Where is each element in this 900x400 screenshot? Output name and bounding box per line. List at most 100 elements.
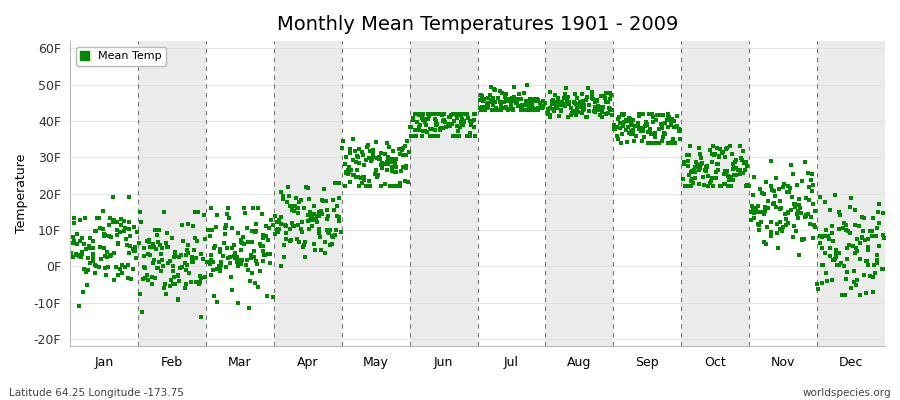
Point — [847, 268, 861, 274]
Point — [693, 151, 707, 158]
Point — [557, 94, 572, 101]
Point — [603, 95, 617, 102]
Point — [473, 107, 488, 113]
Point — [509, 100, 524, 106]
Point — [151, 259, 166, 265]
Point — [210, 298, 224, 305]
Point — [658, 119, 672, 126]
Point — [415, 132, 429, 139]
Point — [158, 280, 172, 287]
Point — [297, 205, 311, 211]
Point — [758, 208, 772, 214]
Point — [241, 239, 256, 245]
Point — [506, 107, 520, 113]
Point — [421, 110, 436, 117]
Point — [720, 145, 734, 151]
Point — [832, 250, 846, 256]
Point — [400, 137, 414, 144]
Point — [86, 254, 101, 260]
Point — [632, 112, 646, 119]
Point — [87, 270, 102, 276]
Point — [734, 169, 749, 176]
Point — [758, 204, 772, 211]
Point — [123, 243, 138, 249]
Point — [388, 160, 402, 166]
Point — [481, 104, 495, 110]
Point — [520, 82, 535, 88]
Point — [759, 179, 773, 185]
Point — [693, 162, 707, 168]
Point — [147, 256, 161, 263]
Point — [373, 156, 387, 162]
Point — [149, 246, 164, 252]
Point — [67, 215, 81, 222]
Point — [530, 97, 544, 103]
Point — [603, 90, 617, 96]
Point — [805, 187, 819, 194]
Point — [193, 273, 207, 279]
Point — [186, 247, 201, 253]
Point — [117, 228, 131, 235]
Point — [442, 121, 456, 127]
Point — [428, 116, 442, 123]
Point — [829, 251, 843, 258]
Point — [662, 114, 677, 120]
Point — [460, 132, 474, 139]
Point — [202, 232, 217, 239]
Point — [644, 127, 658, 133]
Point — [613, 125, 627, 132]
Point — [487, 107, 501, 113]
Point — [312, 234, 327, 240]
Point — [799, 194, 814, 201]
Point — [128, 248, 142, 254]
Point — [668, 140, 682, 146]
Point — [250, 261, 265, 267]
Point — [677, 159, 691, 165]
Point — [126, 246, 140, 252]
Bar — [138, 41, 206, 346]
Point — [302, 212, 316, 218]
Point — [751, 208, 765, 215]
Point — [500, 96, 515, 102]
Point — [292, 199, 306, 206]
Point — [354, 175, 368, 182]
Point — [548, 92, 562, 98]
Point — [473, 105, 488, 112]
Point — [277, 242, 292, 248]
Point — [497, 105, 511, 112]
Point — [450, 110, 464, 117]
Point — [449, 123, 464, 129]
Point — [91, 215, 105, 221]
Point — [194, 275, 208, 281]
Point — [315, 211, 329, 218]
Point — [767, 200, 781, 206]
Point — [119, 236, 133, 242]
Point — [136, 275, 150, 282]
Point — [549, 101, 563, 108]
Point — [190, 237, 204, 244]
Point — [92, 215, 106, 221]
Point — [242, 305, 256, 311]
Point — [402, 148, 417, 155]
Point — [122, 219, 137, 225]
Point — [368, 171, 382, 177]
Point — [162, 282, 176, 289]
Point — [574, 100, 589, 107]
Point — [133, 209, 148, 215]
Text: worldspecies.org: worldspecies.org — [803, 388, 891, 398]
Point — [534, 102, 548, 109]
Point — [541, 106, 555, 112]
Point — [752, 222, 766, 228]
Point — [171, 272, 185, 279]
Point — [416, 110, 430, 117]
Point — [140, 272, 154, 278]
Point — [201, 226, 215, 233]
Point — [164, 277, 178, 283]
Point — [263, 250, 277, 257]
Point — [209, 224, 223, 230]
Point — [304, 214, 319, 220]
Point — [581, 107, 596, 114]
Point — [451, 132, 465, 139]
Point — [186, 259, 201, 265]
Point — [313, 247, 328, 253]
